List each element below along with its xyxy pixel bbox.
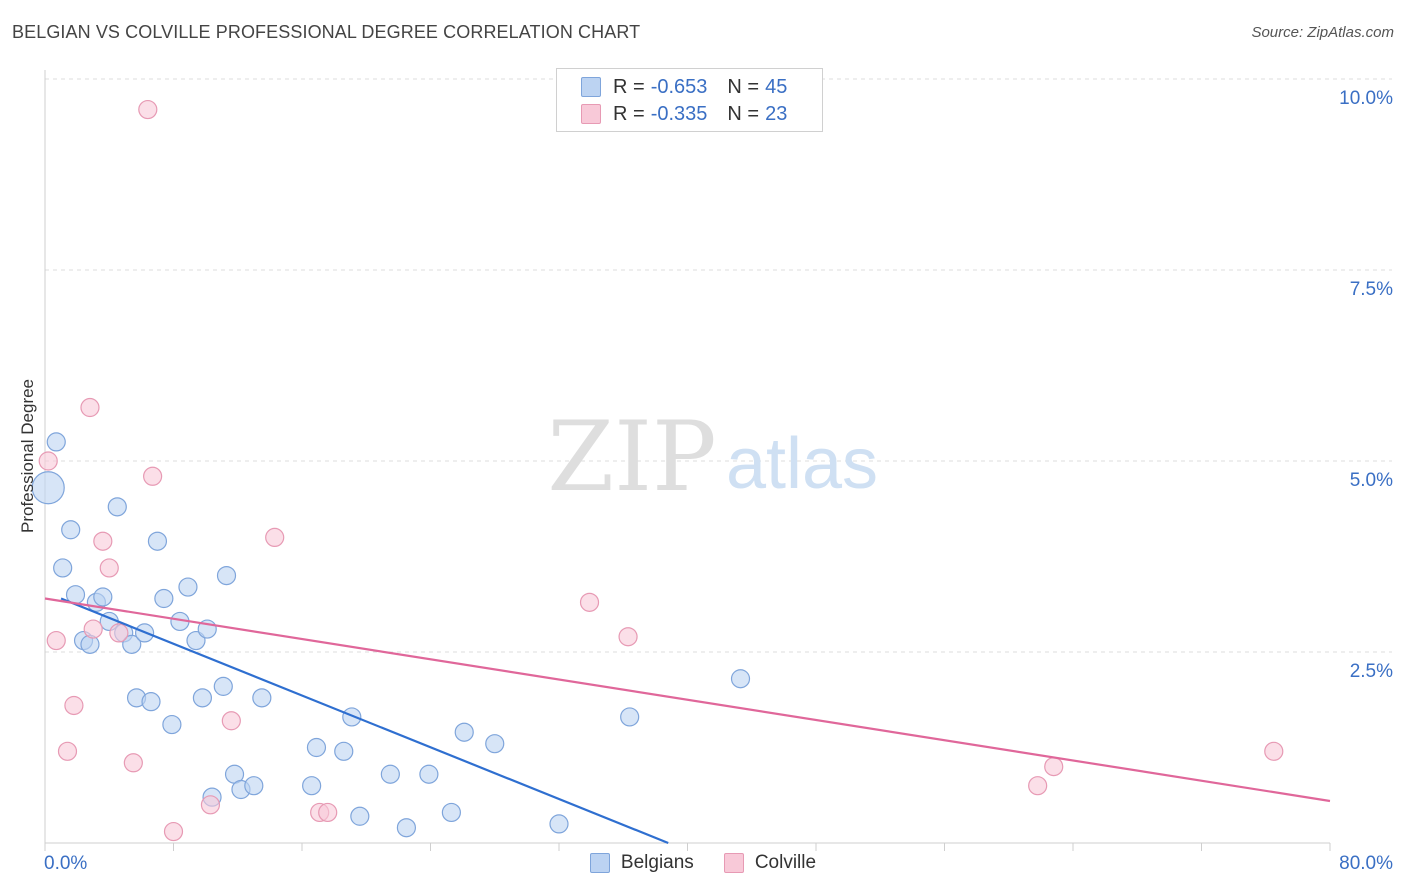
belgians-point-18	[162, 714, 182, 735]
legend-item-colville[interactable]: Colville	[723, 852, 817, 874]
belgians-point-20	[178, 577, 198, 597]
colville-swatch	[581, 104, 601, 124]
n-label: N =	[727, 75, 760, 98]
colville-legend-label: Colville	[754, 852, 817, 873]
belgians-swatch	[581, 77, 601, 97]
belgians-trend-line	[60, 597, 669, 845]
watermark: ZIP atlas	[547, 401, 878, 513]
colville-point-20	[1028, 776, 1048, 796]
colville-point-11	[143, 466, 163, 486]
trend-lines	[44, 597, 1331, 845]
colville-point-12	[163, 821, 184, 842]
grid	[45, 78, 1392, 653]
belgians-point-25	[213, 676, 233, 696]
n-label: N =	[727, 102, 760, 125]
colville-point-8	[109, 623, 129, 643]
belgians-point-34	[342, 707, 362, 727]
colville-point-15	[265, 527, 285, 548]
belgians-point-42	[549, 814, 569, 834]
legend-row-belgians: R = -0.653 N = 45	[581, 75, 787, 99]
watermark-atlas: atlas	[726, 424, 878, 504]
belgians-point-22	[192, 688, 213, 708]
r-label: R =	[613, 75, 645, 98]
source-label: Source: ZipAtlas.com	[1251, 24, 1394, 41]
colville-point-9	[123, 753, 143, 773]
x-tick-label-min: 0.0%	[44, 853, 87, 874]
belgians-point-38	[419, 764, 439, 784]
y-tick-label-2: 7.5%	[1350, 279, 1393, 300]
colville-point-13	[200, 795, 221, 815]
colville-point-4	[83, 619, 103, 639]
y-tick-label-0: 2.5%	[1350, 661, 1393, 682]
belgians-point-17	[154, 588, 174, 609]
colville-point-22	[1264, 741, 1284, 761]
belgians-point-21	[186, 630, 206, 651]
belgians-point-0	[31, 471, 65, 505]
colville-point-3	[64, 695, 84, 716]
y-tick-label-3: 10.0%	[1339, 88, 1393, 109]
belgians-point-44	[730, 669, 751, 689]
belgians-point-10	[107, 497, 127, 517]
y-axis-label: Professional Degree	[18, 378, 37, 534]
colville-n-value: 23	[765, 102, 788, 125]
belgians-point-33	[334, 741, 354, 761]
belgians-point-37	[396, 818, 417, 838]
belgians-point-40	[454, 722, 474, 742]
colville-point-5	[80, 397, 100, 418]
colville-point-1	[46, 630, 66, 651]
colville-point-7	[99, 558, 119, 578]
colville-r-value: -0.335	[650, 102, 708, 125]
x-tick-label-max: 80.0%	[1339, 853, 1393, 874]
colville-point-21	[1044, 756, 1064, 777]
belgians-point-36	[380, 764, 400, 784]
legend-row-colville: R = -0.335 N = 23	[581, 102, 787, 126]
colville-point-6	[93, 531, 113, 551]
tick-labels: 2.5% 5.0% 7.5% 10.0% 0.0% 80.0%	[44, 88, 1393, 874]
belgians-point-35	[350, 806, 370, 826]
colville-trend-line	[44, 597, 1331, 803]
belgians-point-43	[620, 707, 640, 727]
belgians-r-value: -0.653	[650, 75, 708, 98]
belgians-point-16	[147, 531, 168, 551]
belgians-point-39	[441, 802, 461, 823]
belgians-point-15	[141, 692, 161, 712]
belgians-point-31	[302, 776, 322, 796]
belgians-point-12	[122, 634, 142, 654]
y-tick-label-1: 5.0%	[1350, 470, 1393, 491]
colville-point-0	[38, 451, 58, 471]
belgians-point-30	[252, 688, 272, 708]
belgians-point-1	[46, 432, 66, 452]
belgians-point-41	[485, 734, 505, 754]
belgians-point-8	[93, 587, 113, 607]
belgians-legend-label: Belgians	[620, 852, 694, 873]
series-legend: Belgians Colville	[0, 852, 1406, 874]
colville-point-19	[618, 627, 638, 647]
colville-point-14	[221, 711, 241, 731]
colville-point-18	[579, 592, 600, 612]
legend-item-belgians[interactable]: Belgians	[589, 852, 694, 874]
belgians-point-26	[216, 565, 237, 586]
watermark-zip: ZIP	[547, 401, 716, 513]
data-points	[31, 99, 1284, 842]
belgians-point-32	[306, 737, 327, 758]
chart-title: BELGIAN VS COLVILLE PROFESSIONAL DEGREE …	[12, 22, 641, 42]
correlation-legend: R = -0.653 N = 45 R = -0.335 N = 23	[556, 68, 823, 132]
belgians-n-value: 45	[765, 75, 788, 98]
belgians-point-29	[244, 776, 264, 796]
r-label: R =	[613, 102, 645, 125]
colville-point-2	[57, 741, 78, 761]
belgians-legend-swatch	[589, 853, 610, 873]
belgians-point-2	[53, 558, 73, 578]
belgians-point-3	[61, 520, 81, 540]
colville-legend-swatch	[723, 853, 744, 873]
colville-point-17	[318, 802, 338, 823]
colville-point-10	[138, 99, 158, 120]
